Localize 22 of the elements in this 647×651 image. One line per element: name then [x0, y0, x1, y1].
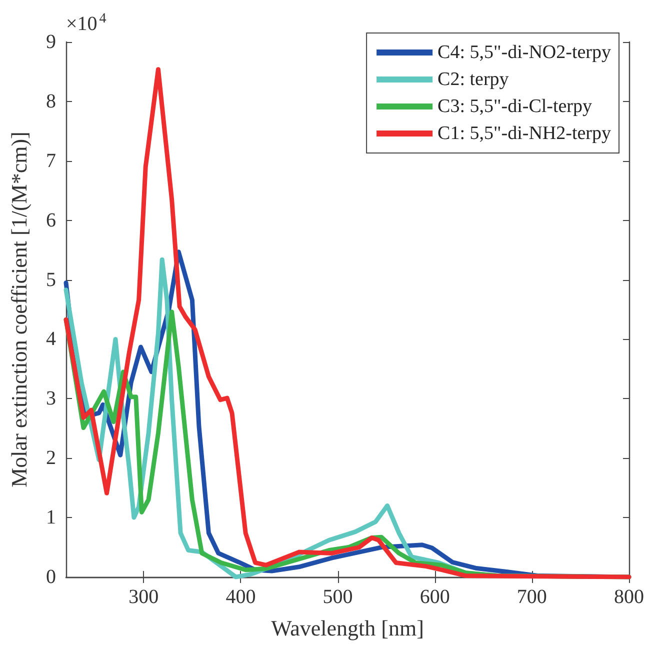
x-tick-label: 300	[128, 586, 159, 608]
y-axis-title: Molar extinction coefficient [1/(M*cm)]	[6, 132, 32, 488]
x-tick-label: 700	[516, 586, 547, 608]
legend-label: C3: 5,5"-di-Cl-terpy	[438, 96, 593, 117]
x-tick-label: 400	[226, 586, 256, 608]
y-tick-label: 5	[46, 268, 56, 291]
legend-label: C1: 5,5"-di-NH2-terpy	[438, 123, 612, 144]
y-tick-label: 7	[46, 150, 56, 172]
x-tick-label: 500	[322, 586, 353, 608]
x-tick-label: 600	[420, 586, 450, 608]
y-tick-label: 4	[46, 328, 56, 350]
y-tick-label: 6	[46, 209, 56, 232]
y-tick-label: 3	[46, 388, 56, 410]
y-tick-label: 9	[46, 31, 56, 53]
y-tick-label: 8	[46, 90, 56, 112]
y-tick-label: 1	[46, 506, 56, 529]
legend-label: C2: terpy	[438, 69, 510, 90]
x-tick-label: 800	[614, 586, 644, 608]
y-tick-label: 2	[46, 447, 56, 470]
legend-label: C4: 5,5"-di-NO2-terpy	[438, 42, 612, 63]
x-axis-title: Wavelength [nm]	[271, 616, 424, 640]
y-tick-label: 0	[46, 566, 56, 588]
